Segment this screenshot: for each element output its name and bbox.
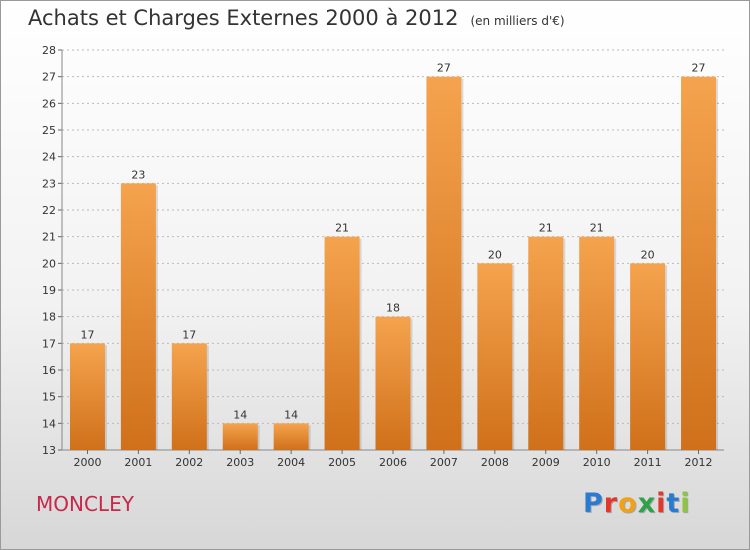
y-tick-label: 24 bbox=[42, 151, 56, 164]
y-tick-label: 22 bbox=[42, 204, 56, 217]
y-tick-label: 19 bbox=[42, 284, 56, 297]
x-tick-label: 2010 bbox=[583, 456, 611, 469]
bar-2012 bbox=[681, 76, 717, 451]
logo-letter: i bbox=[680, 488, 691, 519]
bar-2007 bbox=[426, 76, 462, 451]
bar-value-label: 27 bbox=[692, 62, 706, 75]
y-tick-label: 21 bbox=[42, 231, 56, 244]
y-tick-label: 23 bbox=[42, 177, 56, 190]
bar-value-label: 14 bbox=[233, 408, 247, 421]
x-tick-label: 2002 bbox=[175, 456, 203, 469]
x-tick-label: 2008 bbox=[481, 456, 509, 469]
x-tick-label: 2012 bbox=[685, 456, 713, 469]
logo-letter: t bbox=[666, 488, 681, 519]
x-tick-label: 2006 bbox=[379, 456, 407, 469]
y-tick-label: 26 bbox=[42, 97, 56, 110]
y-tick-label: 13 bbox=[42, 444, 56, 457]
labels: 13 14 15 16 17 18 19 20 21 22 23 24 25 26 27 28 17 2000 23… bbox=[42, 44, 713, 469]
bar-2010 bbox=[579, 236, 615, 450]
bar-2004 bbox=[273, 423, 309, 450]
bar-2011 bbox=[630, 263, 666, 450]
y-tick-label: 14 bbox=[42, 417, 56, 430]
bar-value-label: 21 bbox=[539, 222, 553, 235]
bar-value-label: 27 bbox=[437, 62, 451, 75]
bar-value-label: 18 bbox=[386, 302, 400, 315]
chart-title: Achats et Charges Externes 2000 à 2012 bbox=[28, 6, 459, 30]
bar-2008 bbox=[477, 263, 513, 450]
y-tick-label: 28 bbox=[42, 44, 56, 57]
bar-value-label: 21 bbox=[590, 222, 604, 235]
bar-2009 bbox=[528, 236, 564, 450]
y-tick-label: 17 bbox=[42, 337, 56, 350]
proxiti-logo[interactable]: Proxiti bbox=[583, 488, 691, 519]
x-tick-label: 2007 bbox=[430, 456, 458, 469]
y-tick-label: 20 bbox=[42, 257, 56, 270]
x-tick-label: 2009 bbox=[532, 456, 560, 469]
bar-2000 bbox=[69, 343, 105, 450]
y-tick-label: 27 bbox=[42, 71, 56, 84]
bar-value-label: 23 bbox=[131, 168, 145, 181]
logo-letter: x bbox=[637, 488, 657, 519]
bar-value-label: 17 bbox=[182, 328, 196, 341]
chart-title-block: Achats et Charges Externes 2000 à 2012 (e… bbox=[28, 6, 565, 30]
bar-2002 bbox=[171, 343, 207, 450]
x-tick-label: 2011 bbox=[634, 456, 662, 469]
commune-name: MONCLEY bbox=[36, 492, 134, 516]
bar-2001 bbox=[120, 183, 156, 451]
logo-letter: r bbox=[603, 488, 619, 519]
logo-letter: P bbox=[583, 488, 604, 519]
bar-value-label: 21 bbox=[335, 222, 349, 235]
y-tick-label: 16 bbox=[42, 364, 56, 377]
y-tick-label: 25 bbox=[42, 124, 56, 137]
bar-value-label: 14 bbox=[284, 408, 298, 421]
x-tick-label: 2003 bbox=[226, 456, 254, 469]
chart-subtitle: (en milliers d'€) bbox=[470, 14, 565, 28]
bar-2003 bbox=[222, 423, 258, 450]
bar-2006 bbox=[375, 316, 411, 450]
bar-2005 bbox=[324, 236, 360, 450]
x-tick-label: 2005 bbox=[328, 456, 356, 469]
y-tick-label: 18 bbox=[42, 311, 56, 324]
bars bbox=[69, 76, 719, 451]
y-tick-label: 15 bbox=[42, 391, 56, 404]
logo-letter: i bbox=[656, 488, 667, 519]
bar-value-label: 20 bbox=[488, 248, 502, 261]
x-tick-label: 2001 bbox=[124, 456, 152, 469]
logo-letter: o bbox=[618, 488, 638, 519]
bar-value-label: 17 bbox=[80, 328, 94, 341]
x-tick-label: 2004 bbox=[277, 456, 305, 469]
bar-value-label: 20 bbox=[641, 248, 655, 261]
x-tick-label: 2000 bbox=[73, 456, 101, 469]
